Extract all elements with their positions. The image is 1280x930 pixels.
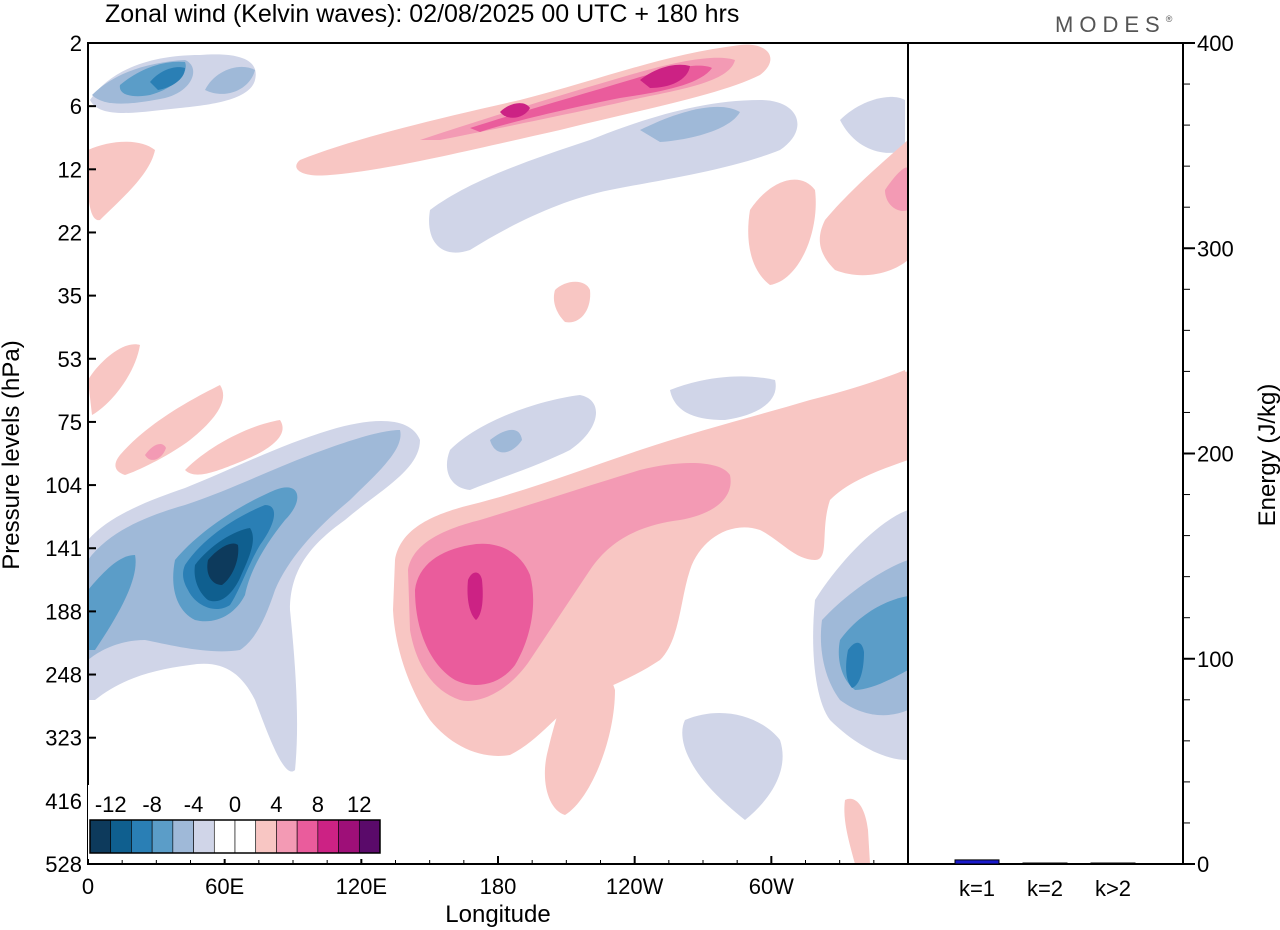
anomaly-positive-upper-band [88, 44, 771, 221]
y-tick-label: 248 [45, 663, 82, 688]
legend-label: 4 [270, 792, 282, 817]
anomaly-negative-lower-right [682, 510, 908, 864]
brand-name: MODES [1055, 12, 1166, 37]
y-tick-label: 188 [45, 599, 82, 624]
longitude-axis: 0 60E 120E 180 120W 60W [82, 856, 875, 899]
y-tick-label: 323 [45, 726, 82, 751]
legend-swatch [131, 819, 153, 854]
energy-bar-label: k=1 [959, 876, 995, 901]
energy-axis-label: Energy (J/kg) [1254, 384, 1280, 527]
anomaly-positive-lower-center [393, 370, 908, 815]
anomaly-positive-lower-left [88, 344, 283, 475]
kelvin-wave-contour-map [88, 43, 908, 864]
x-axis-label: Longitude [445, 901, 550, 928]
legend-swatch [151, 819, 174, 854]
y-tick-label: 53 [58, 347, 82, 372]
y-tick-label: 141 [45, 536, 82, 561]
brand-mark: ® [1166, 14, 1179, 24]
legend-swatch [234, 819, 257, 854]
chart-title: Zonal wind (Kelvin waves): 02/08/2025 00… [105, 0, 739, 28]
y-tick-label: 416 [45, 789, 82, 814]
energy-axis: 0 100 200 300 400 [1183, 31, 1234, 877]
brand-logo: MODES® [1055, 12, 1178, 37]
legend-label: -4 [184, 792, 204, 817]
energy-tick-label: 400 [1197, 31, 1234, 56]
anomaly-negative-lower-left [88, 376, 776, 772]
y-tick-label: 22 [58, 220, 82, 245]
legend-swatches [89, 819, 381, 854]
x-tick-label: 60E [205, 874, 244, 899]
x-tick-label: 180 [480, 874, 517, 899]
y-tick-label: 104 [45, 473, 82, 498]
y-tick-label: 75 [58, 410, 82, 435]
y-tick-label: 6 [70, 94, 82, 119]
colorbar-legend: -12 -8 -4 0 4 8 12 [88, 785, 388, 859]
legend-label: 0 [229, 792, 241, 817]
legend-swatch [255, 819, 277, 854]
legend-label: -12 [95, 792, 127, 817]
legend-swatch [213, 819, 236, 854]
legend-labels: -12 -8 -4 0 4 8 12 [95, 792, 372, 817]
legend-label: 8 [312, 792, 324, 817]
energy-bars: k=1 k=2 k>2 [954, 859, 1136, 901]
legend-swatch [276, 819, 298, 854]
legend-swatch [89, 819, 112, 854]
legend-swatch [338, 819, 360, 854]
y-axis-label: Pressure levels (hPa) [0, 340, 25, 569]
x-tick-label: 0 [82, 874, 94, 899]
energy-tick-label: 300 [1197, 236, 1234, 261]
energy-bar [1022, 862, 1068, 865]
x-tick-label: 120E [336, 874, 387, 899]
anomaly-negative-upper-left [90, 54, 256, 113]
legend-swatch [358, 819, 381, 854]
pressure-axis: 2 6 12 22 35 53 75 104 141 188 248 323 416 528 [45, 31, 96, 877]
y-tick-label: 12 [58, 157, 82, 182]
energy-bar [954, 859, 1000, 865]
energy-bar-label: k>2 [1095, 876, 1131, 901]
y-tick-label: 528 [45, 852, 82, 877]
legend-swatch [193, 819, 215, 854]
energy-tick-label: 100 [1197, 647, 1234, 672]
y-tick-label: 2 [70, 31, 82, 56]
energy-tick-label: 200 [1197, 442, 1234, 467]
legend-frame [89, 819, 381, 854]
legend-label: -8 [142, 792, 162, 817]
energy-bar [1090, 862, 1136, 865]
anomaly-positive-upper-right [553, 140, 908, 323]
energy-tick-label: 0 [1197, 852, 1209, 877]
legend-swatch [296, 819, 319, 854]
x-tick-label: 120W [606, 874, 664, 899]
legend-swatch [172, 819, 194, 854]
x-tick-label: 60W [749, 874, 794, 899]
anomaly-negative-upper-right [429, 96, 905, 253]
legend-swatch [110, 819, 132, 854]
legend-label: 12 [347, 792, 371, 817]
y-tick-label: 35 [58, 284, 82, 309]
legend-swatch [317, 819, 339, 854]
energy-bar-label: k=2 [1027, 876, 1063, 901]
